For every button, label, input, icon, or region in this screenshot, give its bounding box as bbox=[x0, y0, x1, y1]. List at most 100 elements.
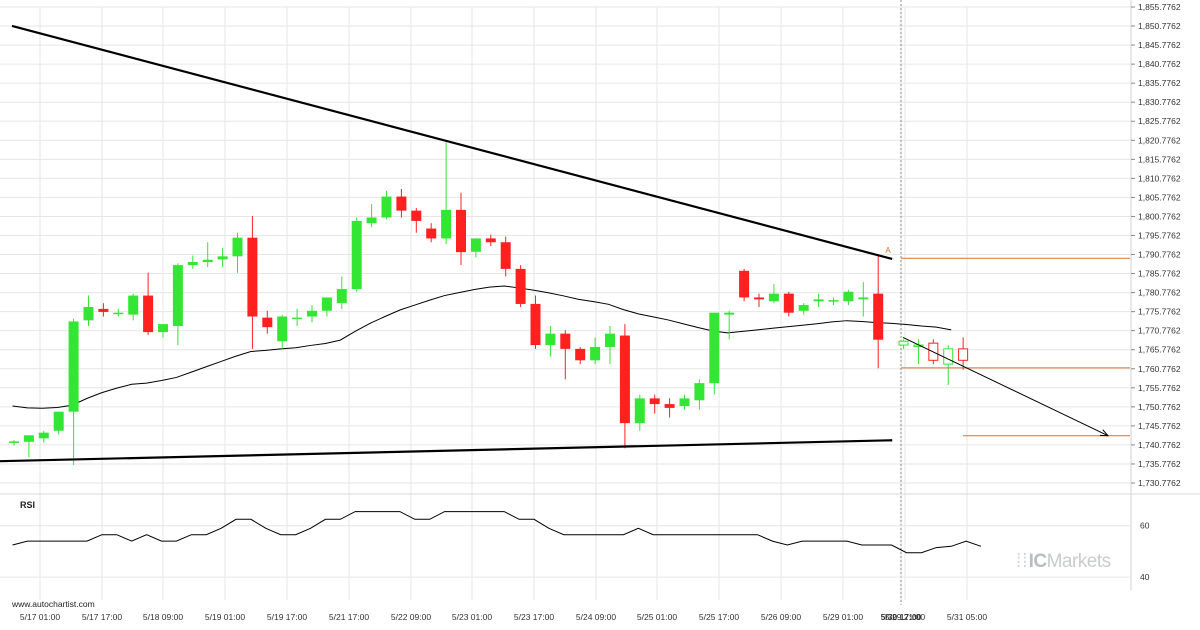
candle bbox=[545, 333, 556, 346]
candle bbox=[783, 293, 794, 313]
candle bbox=[143, 295, 154, 333]
y-tick-label: 1,745.7762 bbox=[1138, 421, 1181, 431]
x-tick-label: 5/21 17:00 bbox=[329, 612, 369, 622]
y-tick-label: 1,780.7762 bbox=[1138, 288, 1181, 298]
candle bbox=[664, 404, 675, 408]
candle bbox=[68, 321, 79, 412]
rsi-tick-label: 40 bbox=[1140, 572, 1150, 582]
pattern-overlay: A bbox=[0, 24, 893, 463]
candle bbox=[98, 308, 109, 312]
y-tick-label: 1,815.7762 bbox=[1138, 154, 1181, 164]
x-tick-label: 5/25 01:00 bbox=[637, 612, 677, 622]
candle bbox=[307, 310, 317, 317]
rsi-tick-label: 60 bbox=[1140, 521, 1150, 531]
candle bbox=[113, 312, 124, 315]
candle bbox=[634, 398, 645, 424]
x-tick-label: 5/23 01:00 bbox=[452, 612, 492, 622]
y-tick-label: 1,840.7762 bbox=[1138, 59, 1181, 69]
candle bbox=[292, 317, 303, 320]
time-axis: 5/17 01:00 5/17 17:00 5/18 09:00 5/19 01:00… bbox=[20, 612, 987, 622]
dots-icon: ⁞⁞ bbox=[1016, 551, 1029, 572]
candle bbox=[128, 295, 139, 315]
y-tick-label: 1,755.7762 bbox=[1138, 383, 1181, 393]
x-tick-label: 5/22 09:00 bbox=[391, 612, 431, 622]
brand-prefix: IC bbox=[1028, 551, 1048, 572]
candle bbox=[158, 324, 168, 333]
candle bbox=[858, 297, 869, 300]
x-tick-label: 5/23 17:00 bbox=[514, 612, 554, 622]
y-tick-label: 1,785.7762 bbox=[1138, 269, 1181, 279]
x-tick-label: 5/19 17:00 bbox=[267, 612, 307, 622]
candle bbox=[202, 259, 213, 263]
candlestick-series bbox=[9, 142, 884, 466]
candle bbox=[709, 312, 720, 384]
y-tick-label: 1,740.7762 bbox=[1138, 440, 1181, 450]
x-tick-label: 5/29 21:00 bbox=[885, 612, 925, 622]
grid-lines bbox=[0, 0, 1130, 605]
candle bbox=[9, 441, 19, 443]
y-tick-label: 1,810.7762 bbox=[1138, 173, 1181, 183]
candle bbox=[485, 238, 496, 243]
x-tick-label: 5/19 01:00 bbox=[205, 612, 245, 622]
candle bbox=[336, 289, 347, 304]
y-tick-label: 1,770.7762 bbox=[1138, 326, 1181, 336]
price-axis: 1,855.7762 1,850.7762 1,845.7762 1,840.7762… bbox=[1130, 0, 1181, 590]
rsi-line bbox=[12, 511, 982, 554]
x-tick-label: 5/26 09:00 bbox=[761, 612, 801, 622]
y-tick-label: 1,825.7762 bbox=[1138, 116, 1181, 126]
candle bbox=[262, 317, 273, 328]
candle bbox=[381, 196, 392, 218]
candle bbox=[694, 383, 705, 401]
candle bbox=[754, 297, 764, 300]
y-tick-label: 1,760.7762 bbox=[1138, 364, 1181, 374]
candle bbox=[411, 210, 422, 221]
candle bbox=[798, 305, 809, 311]
candle bbox=[649, 398, 660, 405]
candle bbox=[843, 291, 854, 302]
candle bbox=[38, 432, 49, 439]
candle bbox=[277, 316, 288, 342]
rsi-label: RSI bbox=[20, 500, 35, 510]
y-tick-label: 1,820.7762 bbox=[1138, 135, 1181, 145]
candle bbox=[23, 435, 34, 442]
candle bbox=[396, 196, 407, 211]
y-tick-label: 1,765.7762 bbox=[1138, 345, 1181, 355]
candle bbox=[500, 242, 511, 269]
projection-levels bbox=[901, 257, 1130, 437]
candle bbox=[53, 411, 64, 431]
y-tick-label: 1,845.7762 bbox=[1138, 40, 1181, 50]
moving-average bbox=[12, 285, 952, 409]
y-tick-label: 1,735.7762 bbox=[1138, 459, 1181, 469]
candle bbox=[768, 293, 779, 302]
x-tick-label: 5/30 17:00 bbox=[881, 612, 922, 622]
support-trendline bbox=[0, 439, 893, 463]
candle bbox=[813, 299, 824, 302]
breakout-marker: A bbox=[885, 246, 891, 255]
candle bbox=[605, 333, 615, 347]
candle bbox=[575, 348, 586, 361]
candle bbox=[515, 268, 526, 304]
candle bbox=[828, 300, 839, 302]
brand-suffix: Markets bbox=[1046, 551, 1112, 572]
candle bbox=[456, 209, 466, 253]
y-tick-label: 1,850.7762 bbox=[1138, 21, 1181, 31]
candle bbox=[217, 256, 228, 260]
y-tick-label: 1,790.7762 bbox=[1138, 250, 1181, 260]
candle bbox=[739, 270, 750, 298]
y-tick-label: 1,800.7762 bbox=[1138, 211, 1181, 221]
candle bbox=[366, 217, 377, 224]
candle bbox=[530, 303, 541, 346]
future-candle bbox=[958, 348, 969, 361]
candle bbox=[590, 346, 601, 361]
candle bbox=[441, 209, 452, 239]
x-tick-label: 5/17 17:00 bbox=[82, 612, 122, 622]
y-tick-label: 1,750.7762 bbox=[1138, 402, 1181, 412]
candle bbox=[321, 297, 332, 311]
candle bbox=[619, 335, 630, 424]
resistance-trendline bbox=[11, 24, 893, 261]
candle bbox=[679, 398, 690, 406]
rsi-panel: 60 40 bbox=[0, 493, 1200, 582]
candle bbox=[470, 238, 481, 252]
y-tick-label: 1,795.7762 bbox=[1138, 230, 1181, 240]
